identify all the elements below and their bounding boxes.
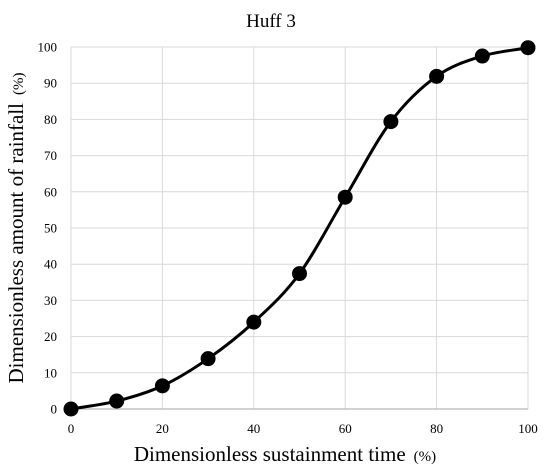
y-axis-label: Dimensionless amount of rainfall(%) [4,72,28,383]
x-tick-label: 20 [156,421,169,436]
gridlines [70,46,529,409]
y-tick-label: 30 [44,293,57,308]
y-tick-label: 40 [44,257,57,272]
y-tick-label: 60 [44,184,57,199]
y-tick-label: 10 [44,365,57,380]
y-tick-label: 100 [38,40,58,55]
data-point [337,189,353,205]
data-point [63,401,79,417]
data-point [246,314,262,330]
y-tick-label: 70 [44,148,57,163]
data-point [429,68,445,84]
data-point [383,114,399,130]
data-point [109,393,125,409]
x-tick-label: 0 [68,421,75,436]
data-point [200,351,216,367]
data-point [474,48,490,64]
y-tick-label: 50 [44,221,57,236]
chart-title: Huff 3 [246,11,296,32]
x-tick-label: 40 [247,421,260,436]
y-tick-label: 0 [51,402,58,417]
x-tick-labels: 0 20 40 60 80 100 [68,421,538,436]
y-tick-labels: 0 10 20 30 40 50 60 70 80 90 100 [38,40,58,417]
data-point [520,40,536,56]
x-tick-label: 60 [339,421,352,436]
y-tick-label: 80 [44,112,57,127]
data-point [154,378,170,394]
series-line [70,46,529,411]
x-axis-label: Dimensionless sustainment time (%) [134,442,436,466]
x-tick-label: 80 [430,421,443,436]
data-points [63,40,536,417]
y-tick-label: 90 [44,76,57,91]
y-tick-label: 20 [44,329,57,344]
data-point [292,266,307,282]
x-tick-label: 100 [518,421,538,436]
